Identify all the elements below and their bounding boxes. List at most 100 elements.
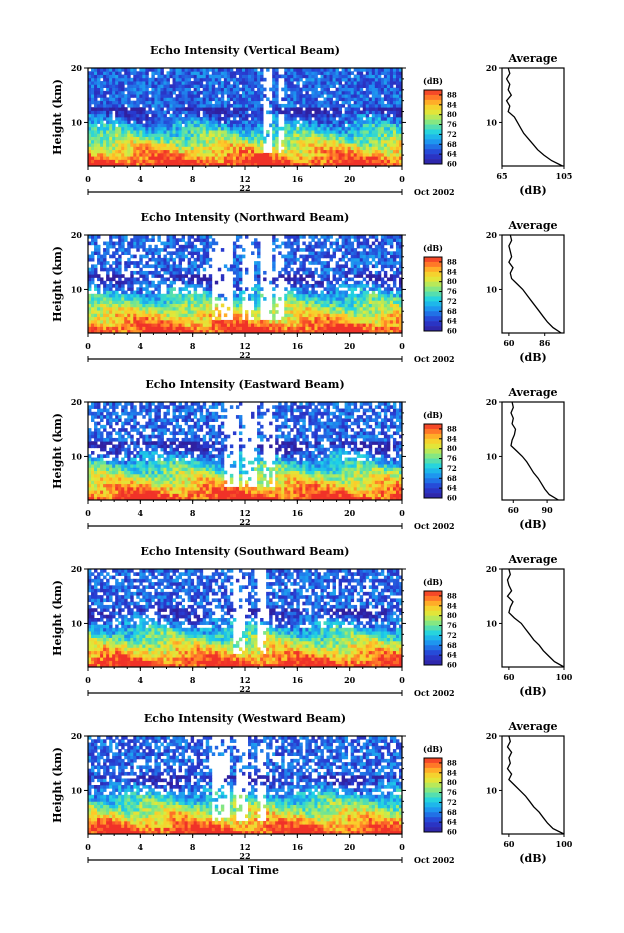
heatmap-cell bbox=[121, 104, 124, 108]
heatmap-cell bbox=[333, 81, 336, 85]
heatmap-cell bbox=[360, 150, 363, 154]
heatmap-cell bbox=[336, 94, 339, 98]
heatmap-cell bbox=[142, 97, 145, 101]
heatmap-cell bbox=[97, 310, 100, 314]
heatmap-cell bbox=[248, 88, 251, 92]
heatmap-cell bbox=[281, 110, 284, 114]
heatmap-cell bbox=[275, 94, 278, 98]
heatmap-cell bbox=[248, 146, 251, 150]
heatmap-cell bbox=[197, 94, 200, 98]
heatmap-cell bbox=[103, 133, 106, 137]
heatmap-cell bbox=[185, 248, 188, 252]
heatmap-cell bbox=[233, 120, 236, 124]
heatmap-cell bbox=[130, 294, 133, 298]
heatmap-cell bbox=[109, 107, 112, 111]
heatmap-cell bbox=[305, 313, 308, 317]
heatmap-cell bbox=[293, 143, 296, 147]
heatmap-cell bbox=[145, 264, 148, 268]
heatmap-cell bbox=[351, 117, 354, 121]
heatmap-cell bbox=[296, 300, 299, 304]
heatmap-cell bbox=[191, 153, 194, 157]
colorbar-gradient bbox=[424, 90, 442, 164]
heatmap-cell bbox=[133, 117, 136, 121]
heatmap-cell bbox=[257, 130, 260, 134]
heatmap-cell bbox=[100, 133, 103, 137]
heatmap-cell bbox=[254, 91, 257, 95]
heatmap-cell bbox=[157, 304, 160, 308]
heatmap-cell bbox=[191, 320, 194, 324]
heatmap-cell bbox=[305, 101, 308, 105]
heatmap-cell bbox=[163, 304, 166, 308]
heatmap-cell bbox=[317, 307, 320, 311]
heatmap-cell bbox=[167, 150, 170, 154]
heatmap-cell bbox=[94, 310, 97, 314]
heatmap-cell bbox=[308, 251, 311, 255]
heatmap-cell bbox=[281, 153, 284, 157]
heatmap-cell bbox=[320, 274, 323, 278]
heatmap-cell bbox=[317, 304, 320, 308]
heatmap-cell bbox=[272, 242, 275, 246]
heatmap-cell bbox=[299, 140, 302, 144]
heatmap-cell bbox=[200, 146, 203, 150]
heatmap-cell bbox=[233, 107, 236, 111]
heatmap-cell bbox=[339, 264, 342, 268]
heatmap-cell bbox=[106, 97, 109, 101]
heatmap-cell bbox=[293, 159, 296, 163]
heatmap-cell bbox=[124, 277, 127, 281]
heatmap-cell bbox=[327, 104, 330, 108]
heatmap-cell bbox=[317, 127, 320, 131]
profile-y-tick-label: 20 bbox=[486, 63, 498, 73]
heatmap-cell bbox=[272, 156, 275, 160]
heatmap-cell bbox=[396, 117, 399, 121]
heatmap-cell bbox=[342, 114, 345, 118]
heatmap-cell bbox=[360, 156, 363, 160]
heatmap-cell bbox=[369, 146, 372, 150]
heatmap-cell bbox=[200, 156, 203, 160]
heatmap-cell bbox=[299, 326, 302, 330]
heatmap-cell bbox=[121, 251, 124, 255]
heatmap-cell bbox=[296, 281, 299, 285]
heatmap-cell bbox=[127, 81, 130, 85]
heatmap-cell bbox=[151, 124, 154, 128]
heatmap-cell bbox=[348, 117, 351, 121]
heatmap-cell bbox=[339, 124, 342, 128]
heatmap-cell bbox=[314, 150, 317, 154]
heatmap-cell bbox=[336, 120, 339, 124]
heatmap-cell bbox=[308, 97, 311, 101]
heatmap-cell bbox=[197, 150, 200, 154]
heatmap-cell bbox=[109, 153, 112, 157]
heatmap-cell bbox=[133, 304, 136, 308]
heatmap-cell bbox=[100, 97, 103, 101]
heatmap-cell bbox=[209, 88, 212, 92]
heatmap-cell bbox=[233, 150, 236, 154]
heatmap-cell bbox=[100, 130, 103, 134]
heatmap-cell bbox=[393, 110, 396, 114]
heatmap-cell bbox=[336, 104, 339, 108]
heatmap-cell bbox=[106, 284, 109, 288]
heatmap-cell bbox=[393, 120, 396, 124]
heatmap-cell bbox=[170, 258, 173, 262]
heatmap-cell bbox=[305, 81, 308, 85]
heatmap-cell bbox=[236, 146, 239, 150]
heatmap-cell bbox=[324, 91, 327, 95]
heatmap-cell bbox=[194, 110, 197, 114]
heatmap-cell bbox=[369, 300, 372, 304]
heatmap-cell bbox=[176, 117, 179, 121]
heatmap-cell bbox=[182, 268, 185, 272]
heatmap-cell bbox=[354, 320, 357, 324]
heatmap-cell bbox=[115, 261, 118, 265]
heatmap-cell bbox=[203, 88, 206, 92]
heatmap-cell bbox=[209, 84, 212, 88]
heatmap-cell bbox=[248, 159, 251, 163]
heatmap-cell bbox=[272, 91, 275, 95]
heatmap-cell bbox=[330, 156, 333, 160]
beam-panel-1: Echo Intensity (Northward Beam)2010Heigh… bbox=[51, 211, 564, 364]
heatmap-cell bbox=[230, 94, 233, 98]
heatmap-cell bbox=[345, 307, 348, 311]
heatmap-cell bbox=[203, 159, 206, 163]
heatmap-cell bbox=[203, 251, 206, 255]
heatmap-cell bbox=[163, 264, 166, 268]
heatmap-cell bbox=[167, 101, 170, 105]
heatmap-cell bbox=[305, 97, 308, 101]
heatmap-cell bbox=[363, 143, 366, 147]
